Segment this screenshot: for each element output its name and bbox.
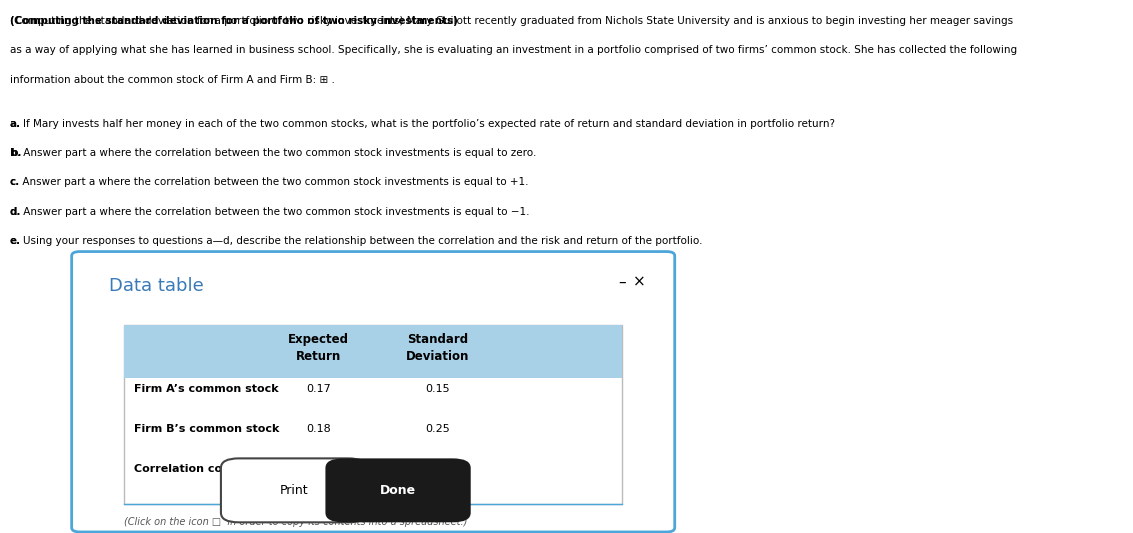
FancyBboxPatch shape [221, 458, 366, 522]
Text: Done: Done [380, 484, 416, 497]
Text: 0.25: 0.25 [426, 424, 450, 434]
Text: Expected
Return: Expected Return [288, 333, 349, 363]
Text: Standard
Deviation: Standard Deviation [407, 333, 469, 363]
Text: 0.17: 0.17 [306, 384, 331, 394]
Text: a.: a. [10, 119, 22, 128]
Text: as a way of applying what she has learned in business school. Specifically, she : as a way of applying what she has learne… [10, 45, 1017, 55]
Text: Print: Print [279, 484, 308, 497]
Text: e.: e. [10, 236, 22, 246]
Text: d.: d. [10, 207, 22, 216]
Point [118, 500, 131, 507]
Text: –: – [619, 274, 625, 289]
Text: a. If Mary invests half her money in each of the two common stocks, what is the : a. If Mary invests half her money in eac… [10, 119, 835, 128]
Text: ×: × [632, 274, 646, 289]
Text: c. Answer part a where the correlation between the two common stock investments : c. Answer part a where the correlation b… [10, 177, 528, 187]
FancyBboxPatch shape [71, 252, 675, 532]
Text: Data table: Data table [110, 277, 204, 295]
FancyBboxPatch shape [125, 325, 622, 504]
Text: (Computing the standard deviation for a portfolio of two risky investments) Mary: (Computing the standard deviation for a … [10, 16, 1013, 26]
Text: (Computing the standard deviation for a portfolio of two risky investments): (Computing the standard deviation for a … [10, 16, 458, 26]
Text: Firm A’s common stock: Firm A’s common stock [135, 384, 279, 394]
FancyBboxPatch shape [325, 458, 470, 522]
Text: b. Answer part a where the correlation between the two common stock investments : b. Answer part a where the correlation b… [10, 148, 536, 158]
Text: Firm B’s common stock: Firm B’s common stock [135, 424, 280, 434]
Point [615, 500, 629, 507]
Text: Correlation coefficient: Correlation coefficient [135, 464, 274, 474]
Text: d. Answer part a where the correlation between the two common stock investments : d. Answer part a where the correlation b… [10, 207, 529, 216]
Text: 0.18: 0.18 [306, 424, 331, 434]
Text: c.: c. [10, 177, 20, 187]
Text: 0.15: 0.15 [426, 384, 450, 394]
Text: b.: b. [10, 148, 22, 158]
Text: 0.40: 0.40 [306, 464, 331, 474]
Text: information about the common stock of Firm A and Firm B: ⊞ .: information about the common stock of Fi… [10, 75, 335, 85]
FancyBboxPatch shape [125, 325, 622, 378]
Text: (Click on the icon □  in order to copy its contents into a spreadsheet.): (Click on the icon □ in order to copy it… [125, 517, 468, 527]
Text: e. Using your responses to questions a—d, describe the relationship between the : e. Using your responses to questions a—d… [10, 236, 702, 246]
